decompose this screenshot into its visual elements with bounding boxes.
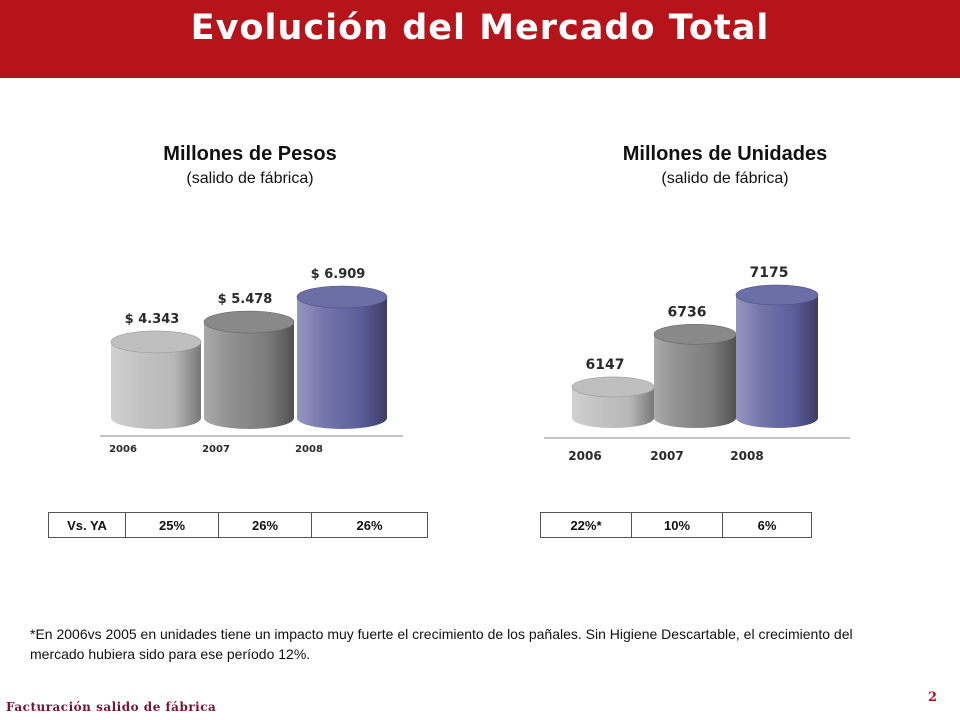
bar-top	[203, 310, 295, 334]
bar-top	[653, 323, 737, 345]
yoy-cell: 26%	[218, 512, 312, 538]
data-label: 7175	[750, 265, 789, 281]
footnote: *En 2006vs 2005 en unidades tiene un imp…	[30, 626, 853, 662]
bar-body	[654, 334, 736, 428]
data-label: 6147	[586, 357, 625, 373]
bar-body	[736, 295, 818, 428]
page-number: 2	[928, 690, 938, 705]
yoy-cell: 22%*	[540, 512, 632, 538]
bar-body	[572, 386, 654, 428]
yoy-table-pesos: Vs. YA 25% 26% 26%	[48, 512, 428, 538]
table-row: 22%* 10% 6%	[540, 512, 812, 538]
x-tick-label: 2008	[295, 444, 323, 455]
bar-2006	[110, 330, 202, 429]
bar-2007	[653, 323, 737, 428]
bar-2006	[571, 376, 655, 428]
bar-2008	[296, 285, 388, 429]
x-tick-label: 2008	[730, 449, 763, 463]
yoy-cell: 10%	[631, 512, 723, 538]
bar-top	[571, 376, 655, 398]
yoy-cell: 25%	[125, 512, 219, 538]
page-title: Evolución del Mercado Total	[190, 8, 770, 48]
chart-title-unidades: Millones de Unidades	[622, 143, 828, 165]
chart-subtitle-pesos: (salido de fábrica)	[186, 170, 314, 187]
bar-top	[735, 284, 819, 306]
yoy-table-unidades: 22%* 10% 6%	[540, 512, 812, 538]
x-tick-label: 2006	[568, 449, 601, 463]
yoy-cell: 26%	[311, 512, 428, 538]
x-tick-label: 2007	[202, 444, 230, 455]
table-row: Vs. YA 25% 26% 26%	[48, 512, 428, 538]
yoy-label: Vs. YA	[48, 512, 126, 538]
x-tick-label: 2006	[109, 444, 137, 455]
bar-top	[296, 285, 388, 309]
bar-2008	[735, 284, 819, 428]
bar-2007	[203, 310, 295, 429]
data-label: $ 5.478	[218, 292, 273, 307]
data-label: 6736	[668, 304, 707, 320]
bar-body	[204, 322, 294, 429]
bar-body	[297, 297, 387, 429]
bar-top	[110, 330, 202, 354]
header-bar: Evolución del Mercado Total	[0, 0, 960, 78]
footer-label: Facturación salido de fábrica	[6, 700, 217, 714]
yoy-cell: 6%	[722, 512, 812, 538]
chart-subtitle-unidades: (salido de fábrica)	[661, 170, 789, 187]
x-tick-label: 2007	[650, 449, 683, 463]
bar-body	[111, 341, 201, 429]
chart-title-pesos: Millones de Pesos	[163, 143, 337, 165]
data-label: $ 4.343	[125, 312, 180, 327]
data-label: $ 6.909	[311, 267, 366, 282]
